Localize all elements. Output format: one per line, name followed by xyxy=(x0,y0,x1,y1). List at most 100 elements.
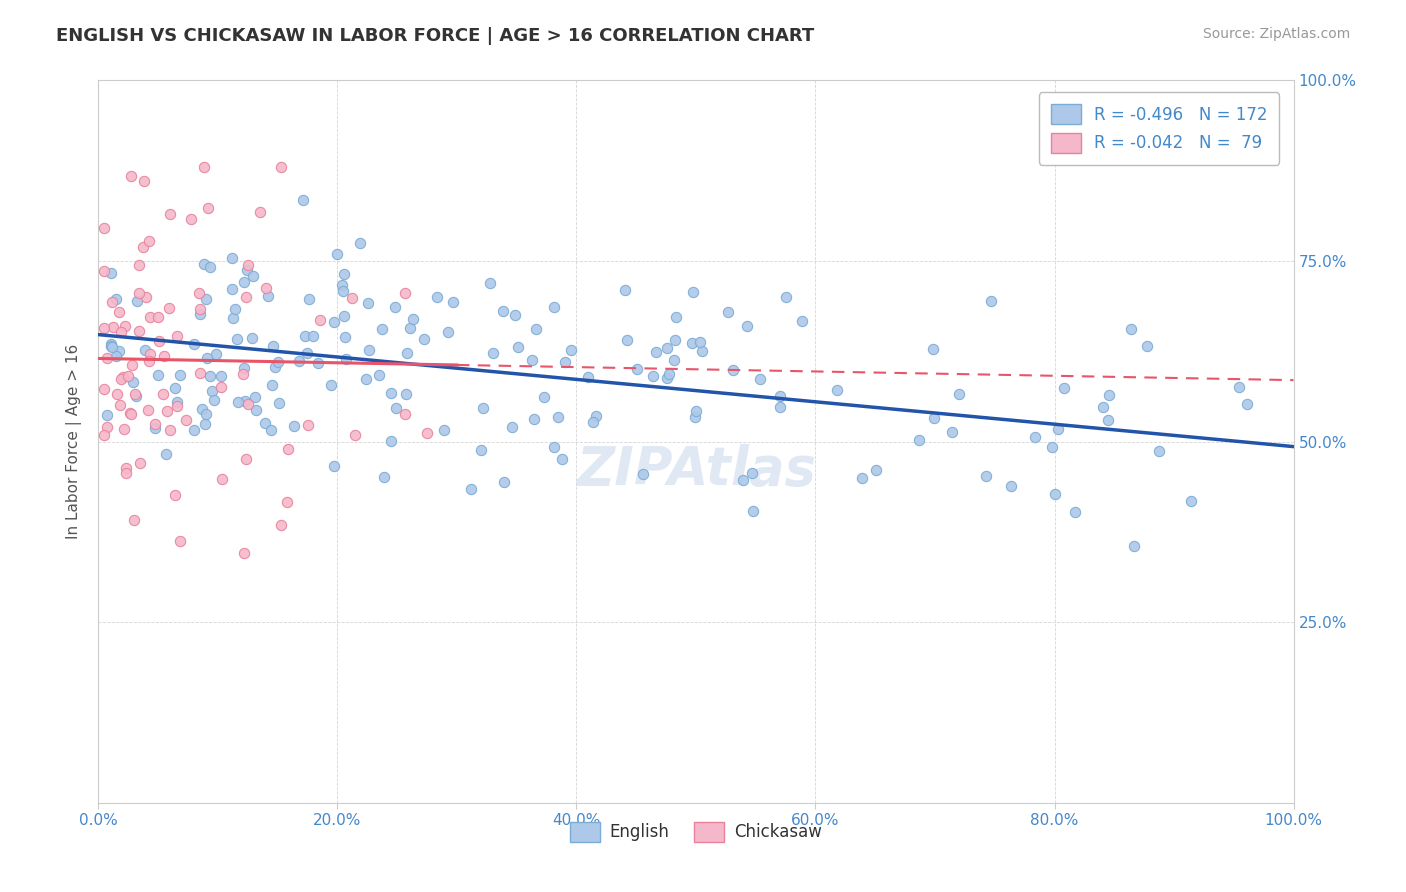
Point xyxy=(93,321,115,335)
Point xyxy=(683,409,706,424)
Point xyxy=(233,393,256,408)
Y-axis label: In Labor Force | Age > 16: In Labor Force | Age > 16 xyxy=(66,344,83,539)
Point xyxy=(689,334,711,349)
Point xyxy=(533,390,555,404)
Point xyxy=(616,333,638,347)
Point xyxy=(105,349,128,363)
Point xyxy=(665,310,688,324)
Point xyxy=(195,292,218,306)
Point xyxy=(394,407,416,421)
Point xyxy=(980,294,1002,309)
Point xyxy=(128,286,150,301)
Point xyxy=(550,452,572,467)
Point xyxy=(148,368,170,383)
Point xyxy=(1236,397,1258,411)
Point xyxy=(112,370,135,384)
Point xyxy=(159,423,181,437)
Point xyxy=(1053,381,1076,395)
Point xyxy=(394,286,416,301)
Point xyxy=(297,345,319,359)
Point xyxy=(416,425,439,440)
Point xyxy=(1227,380,1250,394)
Point xyxy=(120,407,142,421)
Point xyxy=(132,240,155,254)
Point xyxy=(524,321,547,335)
Point xyxy=(183,337,205,351)
Point xyxy=(554,355,576,369)
Point xyxy=(180,211,202,226)
Point xyxy=(174,413,197,427)
Point xyxy=(395,387,418,401)
Point xyxy=(226,332,249,346)
Point xyxy=(470,443,492,458)
Point xyxy=(325,247,347,261)
Point xyxy=(460,482,482,496)
Point xyxy=(297,418,319,433)
Point xyxy=(166,394,188,409)
Point xyxy=(492,304,515,318)
Point xyxy=(690,343,713,358)
Point xyxy=(193,257,215,271)
Point xyxy=(385,401,408,415)
Point xyxy=(662,353,685,368)
Point xyxy=(402,312,425,326)
Point xyxy=(309,313,332,327)
Point xyxy=(503,308,526,322)
Point xyxy=(769,401,792,415)
Point xyxy=(685,404,707,418)
Point xyxy=(333,310,356,324)
Point xyxy=(115,467,138,481)
Point xyxy=(108,343,131,358)
Point xyxy=(169,533,191,548)
Point xyxy=(242,268,264,283)
Point xyxy=(492,475,515,489)
Point xyxy=(976,468,998,483)
Point xyxy=(333,267,356,281)
Point xyxy=(769,389,792,403)
Point xyxy=(135,290,157,304)
Point xyxy=(134,174,156,188)
Point xyxy=(128,325,150,339)
Point xyxy=(1047,422,1070,436)
Point xyxy=(380,434,402,448)
Text: Source: ZipAtlas.com: Source: ZipAtlas.com xyxy=(1202,27,1350,41)
Point xyxy=(100,339,122,353)
Point xyxy=(198,368,221,383)
Point xyxy=(188,285,211,300)
Point xyxy=(202,393,225,408)
Point xyxy=(501,420,523,434)
Point xyxy=(380,386,402,401)
Point xyxy=(153,350,176,364)
Point xyxy=(236,263,259,277)
Point xyxy=(112,422,135,436)
Point xyxy=(471,401,494,416)
Point xyxy=(195,351,218,365)
Point xyxy=(93,264,115,278)
Point xyxy=(221,251,243,265)
Point xyxy=(657,341,679,355)
Point xyxy=(260,378,283,392)
Point xyxy=(138,354,160,368)
Point xyxy=(125,293,148,308)
Point xyxy=(344,427,367,442)
Point xyxy=(433,423,456,437)
Point xyxy=(283,418,305,433)
Point xyxy=(96,419,118,434)
Point xyxy=(576,369,599,384)
Point xyxy=(136,403,159,417)
Point xyxy=(741,467,763,481)
Point xyxy=(287,353,309,368)
Point xyxy=(100,266,122,280)
Point xyxy=(436,325,458,339)
Point xyxy=(128,259,150,273)
Point xyxy=(851,471,873,485)
Point xyxy=(236,258,259,272)
Point xyxy=(560,343,582,357)
Point xyxy=(655,371,678,385)
Point xyxy=(249,205,271,219)
Point xyxy=(921,343,943,357)
Point xyxy=(277,442,299,456)
Point xyxy=(645,345,668,359)
Point xyxy=(110,326,132,340)
Point xyxy=(191,401,214,416)
